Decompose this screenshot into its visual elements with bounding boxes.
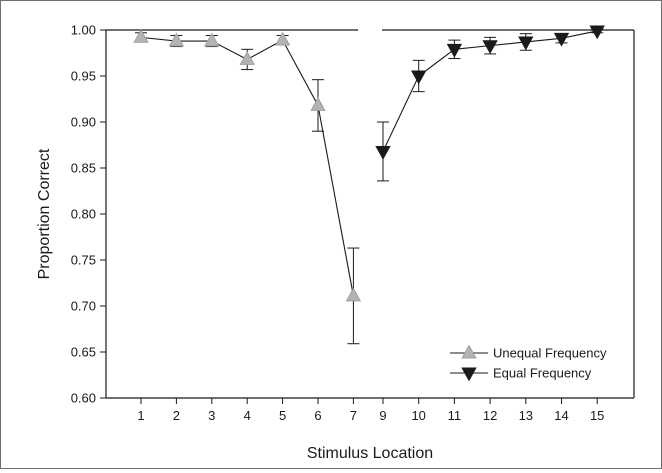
- y-tick-label: 0.60: [71, 391, 96, 406]
- data-point: [168, 32, 185, 47]
- data-point: [553, 32, 570, 47]
- data-point: [589, 25, 605, 40]
- data-point: [239, 51, 255, 65]
- x-tick-label: 13: [519, 408, 533, 423]
- x-tick-label: 4: [244, 408, 251, 423]
- data-point: [310, 97, 326, 111]
- data-point: [345, 287, 362, 302]
- y-tick-label: 0.95: [71, 69, 96, 84]
- legend-label-unequal-frequency: Unequal Frequency: [493, 346, 607, 361]
- series-unequal-frequency: [133, 28, 362, 345]
- x-tick-label: 14: [554, 408, 568, 423]
- y-tick-label: 0.90: [71, 115, 96, 130]
- x-tick-label: 7: [350, 408, 357, 423]
- series-line: [140, 36, 354, 296]
- axis-ticks: 0.600.650.700.750.800.850.900.951.001 2 3 4…: [71, 23, 605, 424]
- data-point: [133, 28, 149, 43]
- x-tick-label: 12: [483, 408, 497, 423]
- triangle-down-icon: [461, 367, 477, 382]
- x-tick-label: 6: [314, 408, 321, 423]
- triangle-up-icon: [461, 344, 477, 359]
- y-axis-title: Proportion Correct: [36, 148, 53, 279]
- data-series: [133, 25, 605, 345]
- plot-frame: [105, 29, 635, 399]
- x-tick-label: 1: [137, 408, 144, 423]
- y-tick-label: 0.85: [71, 161, 96, 176]
- y-tick-label: 1.00: [71, 23, 96, 38]
- data-point: [204, 32, 220, 47]
- data-point: [411, 70, 427, 85]
- data-point: [375, 145, 391, 160]
- data-point: [446, 43, 463, 58]
- data-point: [518, 36, 534, 51]
- x-axis-title: Stimulus Location: [307, 445, 433, 462]
- legend-item-unequal-frequency: Unequal Frequency: [450, 344, 607, 361]
- series-equal-frequency: [375, 25, 605, 182]
- legend-item-equal-frequency: Equal Frequency: [450, 366, 592, 382]
- x-tick-label: 9: [379, 408, 386, 423]
- x-tick-label: 11: [448, 408, 462, 423]
- x-tick-label: 2: [173, 408, 180, 423]
- data-point: [482, 40, 498, 55]
- x-tick-label: 5: [279, 408, 286, 423]
- y-tick-label: 0.70: [71, 299, 96, 314]
- x-tick-label: 10: [411, 408, 425, 423]
- legend-label-equal-frequency: Equal Frequency: [493, 366, 592, 381]
- x-tick-label: 3: [208, 408, 215, 423]
- legend: Unequal Frequency Equal Frequency: [450, 344, 607, 382]
- data-point: [274, 31, 291, 46]
- y-tick-label: 0.65: [71, 345, 96, 360]
- y-tick-label: 0.75: [71, 253, 96, 268]
- y-tick-label: 0.80: [71, 207, 96, 222]
- x-tick-label: 15: [590, 408, 604, 423]
